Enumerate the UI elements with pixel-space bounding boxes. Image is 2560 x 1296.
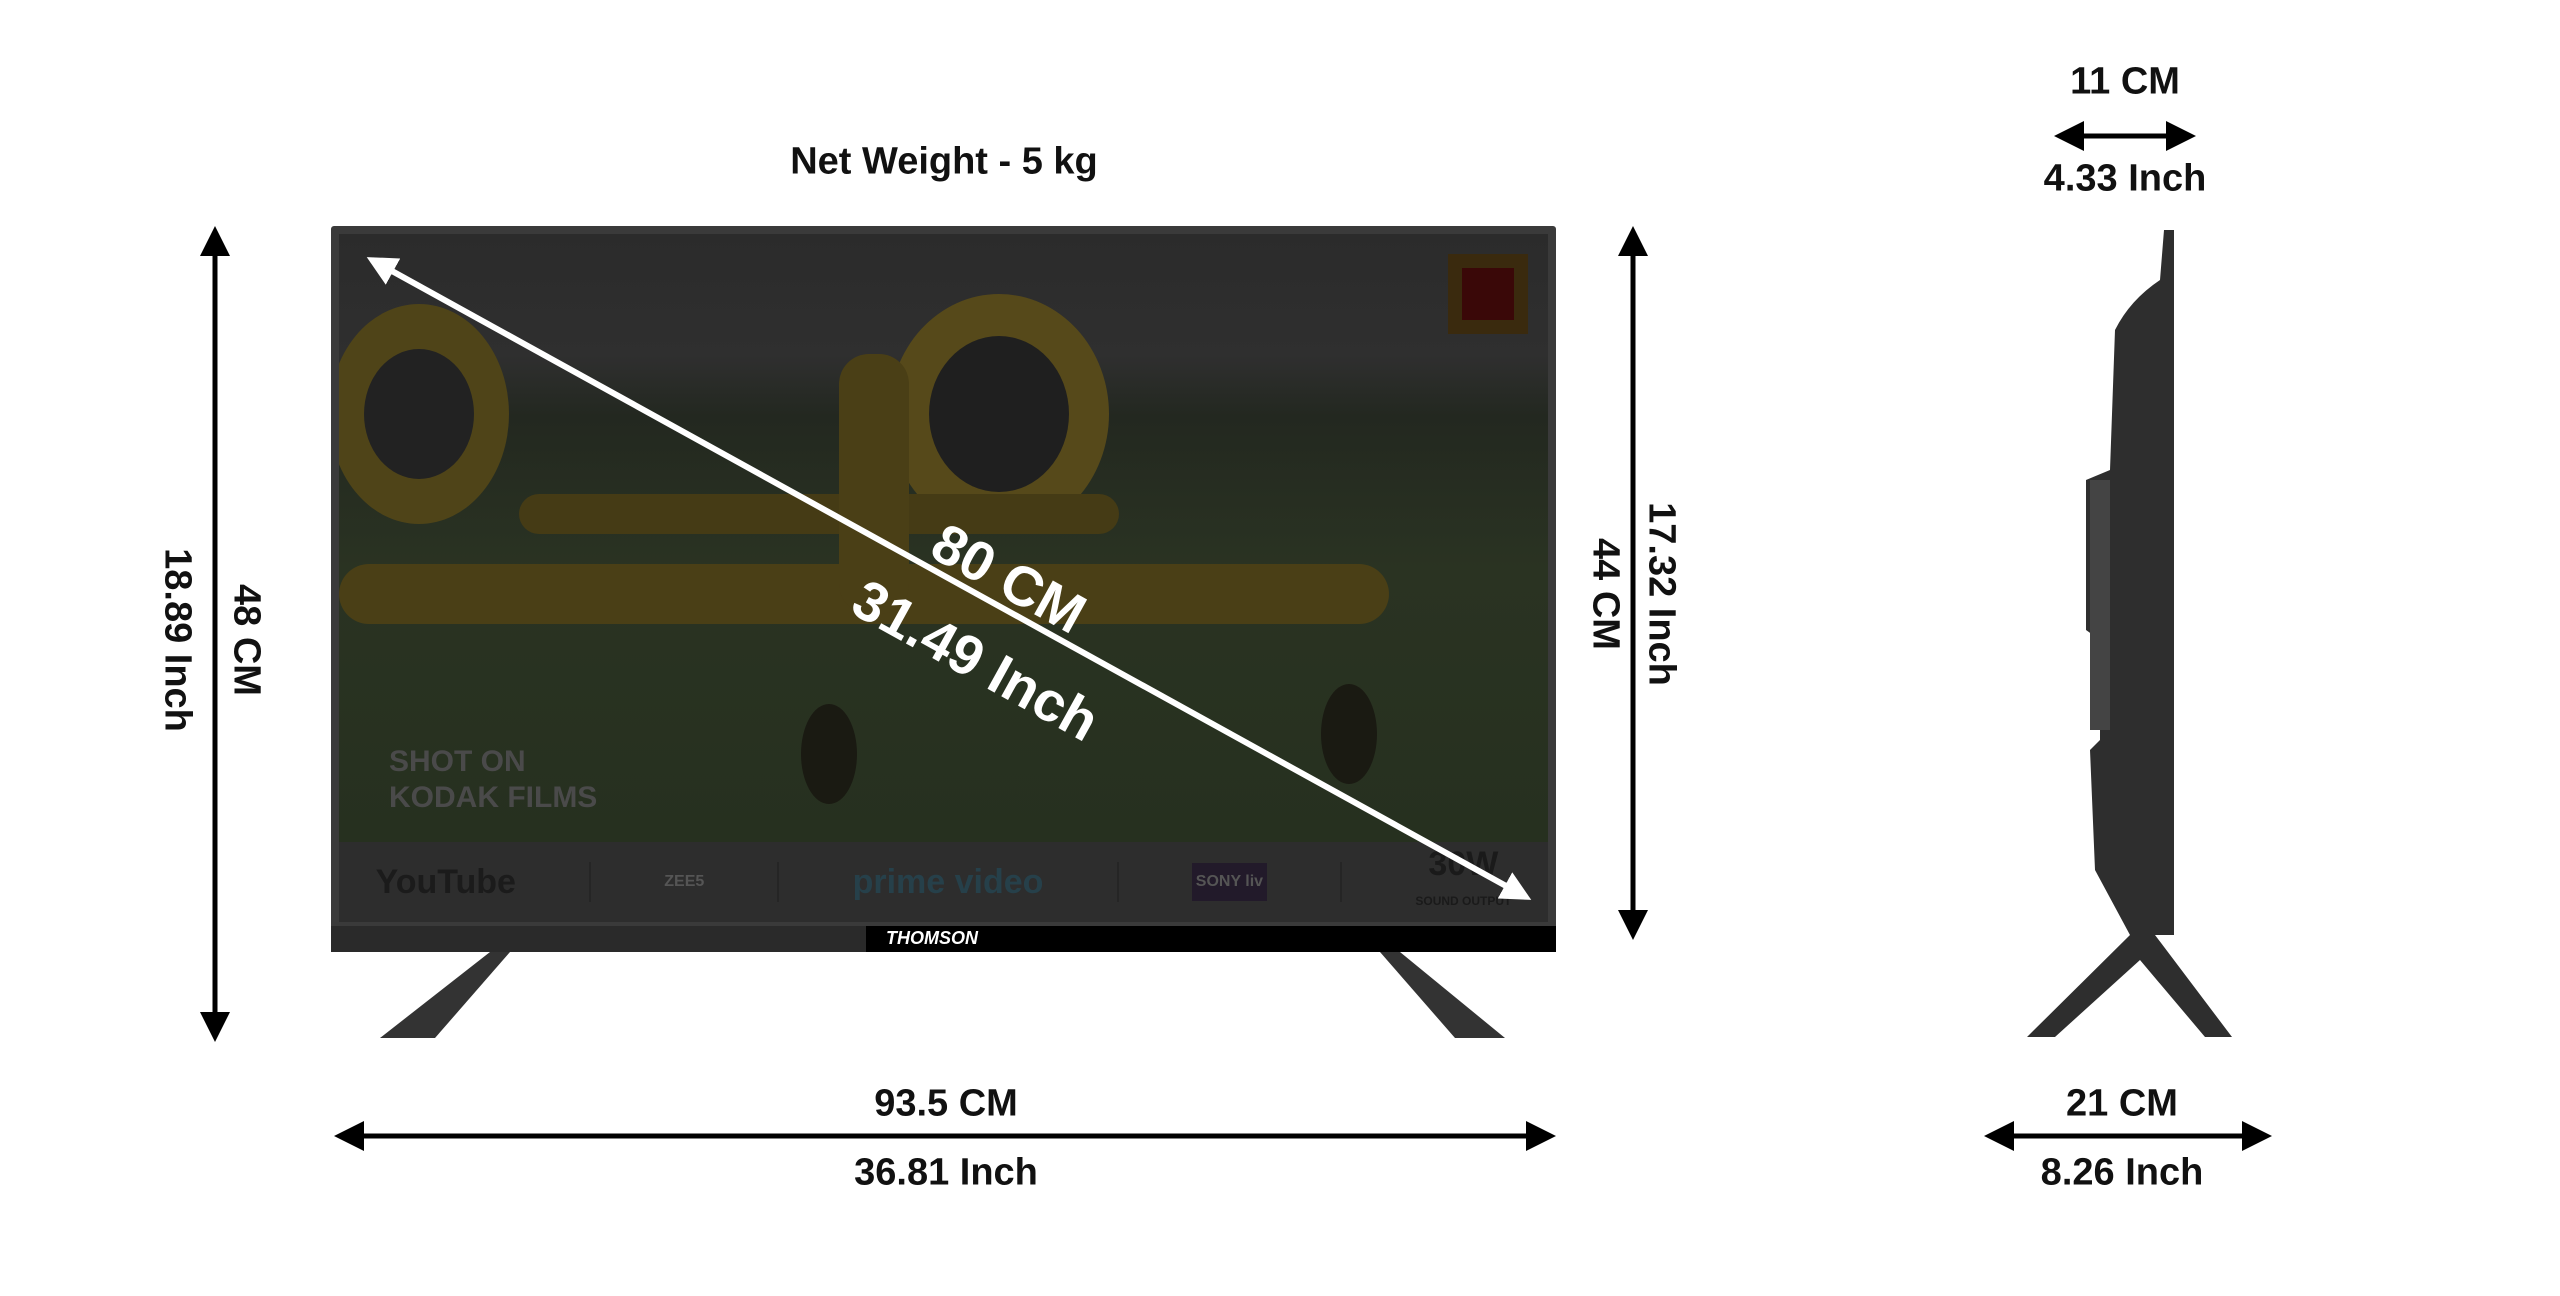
side-stand [2027, 935, 2232, 1037]
height-inch-label: 18.89 Inch [156, 548, 199, 732]
screen-height-cm-label: 44 CM [1584, 538, 1627, 650]
width-cm-label: 93.5 CM [874, 1082, 1018, 1125]
side-ports [2090, 480, 2110, 730]
width-inch-label: 36.81 Inch [854, 1151, 1038, 1194]
height-cm-label: 48 CM [225, 584, 268, 696]
diagonal-arrow [366, 257, 1532, 900]
brand-logo: THOMSON [886, 928, 978, 948]
stand-cm-label: 21 CM [2066, 1082, 2178, 1125]
depth-inch-label: 4.33 Inch [2043, 157, 2207, 200]
depth-cm-label: 11 CM [2070, 60, 2180, 103]
net-weight-label: Net Weight - 5 kg [790, 140, 1098, 183]
brand-strip: THOMSON [866, 926, 1556, 952]
stand-inch-label: 8.26 Inch [2040, 1151, 2204, 1194]
left-leg [380, 952, 510, 1038]
screen-height-inch-label: 17.32 Inch [1640, 502, 1683, 686]
right-leg [1380, 952, 1505, 1038]
tv-side-view [2086, 230, 2174, 935]
